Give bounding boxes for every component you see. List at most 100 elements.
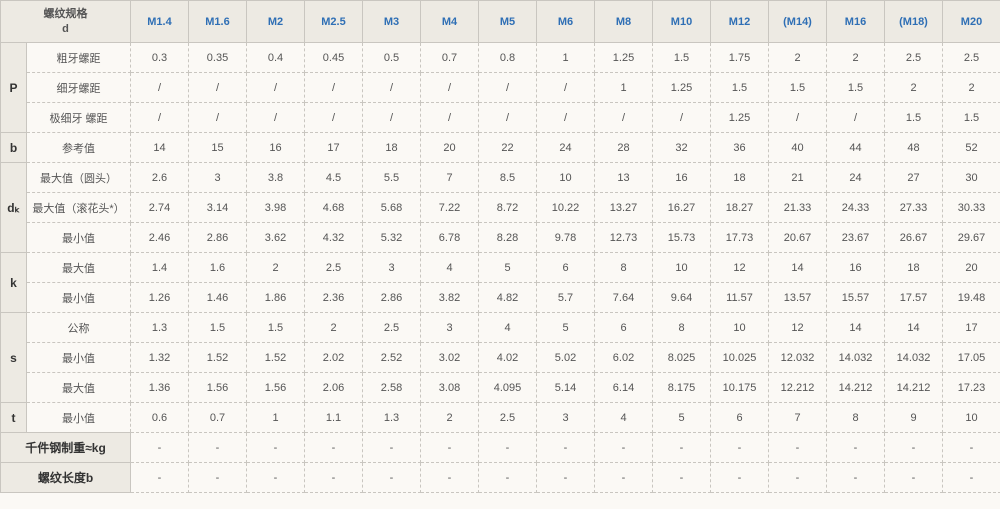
- value-cell: /: [827, 103, 885, 133]
- value-cell: 10.22: [537, 193, 595, 223]
- value-cell: 1.5: [189, 313, 247, 343]
- value-cell: 6.78: [421, 223, 479, 253]
- footer-cell: -: [479, 433, 537, 463]
- value-cell: 16: [653, 163, 711, 193]
- table-row: 最大值（滚花头*）2.743.143.984.685.687.228.7210.…: [1, 193, 1000, 223]
- col-header: (M14): [769, 1, 827, 43]
- value-cell: 5: [479, 253, 537, 283]
- value-cell: 17.57: [885, 283, 943, 313]
- footer-cell: -: [363, 433, 421, 463]
- value-cell: 2.6: [131, 163, 189, 193]
- value-cell: 1.75: [711, 43, 769, 73]
- row-sub-label: 公称: [27, 313, 131, 343]
- value-cell: 0.7: [189, 403, 247, 433]
- footer-cell: -: [537, 463, 595, 493]
- row-sub-label: 最小值: [27, 223, 131, 253]
- group-label: P: [1, 43, 27, 133]
- value-cell: 1: [537, 43, 595, 73]
- value-cell: 4: [595, 403, 653, 433]
- value-cell: 10: [943, 403, 1000, 433]
- value-cell: 9.78: [537, 223, 595, 253]
- value-cell: 9.64: [653, 283, 711, 313]
- value-cell: 1.25: [711, 103, 769, 133]
- value-cell: 15: [189, 133, 247, 163]
- col-header: M12: [711, 1, 769, 43]
- value-cell: 1.25: [595, 43, 653, 73]
- value-cell: 6: [537, 253, 595, 283]
- value-cell: 2.06: [305, 373, 363, 403]
- value-cell: 3: [537, 403, 595, 433]
- footer-cell: -: [769, 433, 827, 463]
- value-cell: 4: [421, 253, 479, 283]
- group-label: k: [1, 253, 27, 313]
- value-cell: 8.28: [479, 223, 537, 253]
- footer-cell: -: [305, 433, 363, 463]
- value-cell: 21.33: [769, 193, 827, 223]
- value-cell: 16.27: [653, 193, 711, 223]
- value-cell: 1.5: [943, 103, 1000, 133]
- table-body: P粗牙螺距0.30.350.40.450.50.70.811.251.51.75…: [1, 43, 1000, 493]
- value-cell: 1.5: [885, 103, 943, 133]
- value-cell: 30.33: [943, 193, 1000, 223]
- value-cell: 3.14: [189, 193, 247, 223]
- value-cell: 10: [537, 163, 595, 193]
- value-cell: 0.7: [421, 43, 479, 73]
- footer-cell: -: [537, 433, 595, 463]
- value-cell: 0.5: [363, 43, 421, 73]
- table-header: 螺纹规格dM1.4M1.6M2M2.5M3M4M5M6M8M10M12(M14)…: [1, 1, 1000, 43]
- value-cell: 4.68: [305, 193, 363, 223]
- value-cell: /: [247, 103, 305, 133]
- value-cell: 32: [653, 133, 711, 163]
- value-cell: 2: [943, 73, 1000, 103]
- value-cell: 0.6: [131, 403, 189, 433]
- value-cell: 2.46: [131, 223, 189, 253]
- footer-cell: -: [595, 463, 653, 493]
- value-cell: 4.095: [479, 373, 537, 403]
- value-cell: 13.27: [595, 193, 653, 223]
- value-cell: 24: [827, 163, 885, 193]
- value-cell: 3: [363, 253, 421, 283]
- group-label: t: [1, 403, 27, 433]
- value-cell: 18: [363, 133, 421, 163]
- table-row: 细牙螺距////////11.251.51.51.522: [1, 73, 1000, 103]
- value-cell: 23.67: [827, 223, 885, 253]
- value-cell: 1.52: [247, 343, 305, 373]
- value-cell: /: [247, 73, 305, 103]
- value-cell: 5.02: [537, 343, 595, 373]
- value-cell: 5.7: [537, 283, 595, 313]
- spec-table-container: 螺纹规格dM1.4M1.6M2M2.5M3M4M5M6M8M10M12(M14)…: [0, 0, 1000, 509]
- value-cell: 4.02: [479, 343, 537, 373]
- value-cell: 48: [885, 133, 943, 163]
- value-cell: 1.5: [653, 43, 711, 73]
- value-cell: 7: [769, 403, 827, 433]
- value-cell: 1.3: [131, 313, 189, 343]
- value-cell: 14.032: [827, 343, 885, 373]
- value-cell: 3: [189, 163, 247, 193]
- value-cell: 10.175: [711, 373, 769, 403]
- value-cell: 8.72: [479, 193, 537, 223]
- table-row: s公称1.31.51.522.5345681012141417: [1, 313, 1000, 343]
- value-cell: 1.5: [827, 73, 885, 103]
- value-cell: /: [537, 103, 595, 133]
- footer-label: 螺纹长度b: [1, 463, 131, 493]
- value-cell: /: [305, 103, 363, 133]
- value-cell: /: [189, 103, 247, 133]
- value-cell: 1: [247, 403, 305, 433]
- footer-cell: -: [131, 463, 189, 493]
- value-cell: 0.35: [189, 43, 247, 73]
- value-cell: 16: [827, 253, 885, 283]
- value-cell: 14: [131, 133, 189, 163]
- value-cell: 6.14: [595, 373, 653, 403]
- value-cell: 0.3: [131, 43, 189, 73]
- value-cell: 18: [711, 163, 769, 193]
- value-cell: 3: [421, 313, 479, 343]
- value-cell: 9: [885, 403, 943, 433]
- value-cell: /: [479, 103, 537, 133]
- value-cell: 13.57: [769, 283, 827, 313]
- value-cell: 14.212: [885, 373, 943, 403]
- value-cell: /: [363, 73, 421, 103]
- value-cell: 2.36: [305, 283, 363, 313]
- col-header: M1.6: [189, 1, 247, 43]
- footer-cell: -: [711, 433, 769, 463]
- table-row: b参考值141516171820222428323640444852: [1, 133, 1000, 163]
